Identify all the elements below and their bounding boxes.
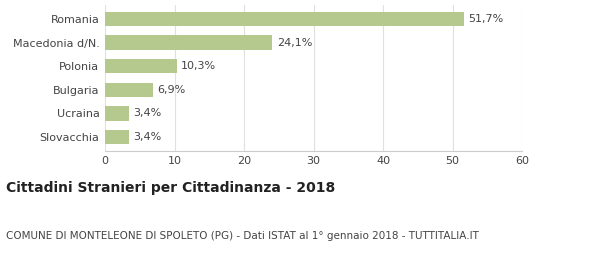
Bar — [105, 106, 128, 121]
Bar — [105, 130, 128, 144]
Bar — [105, 35, 272, 50]
Text: 10,3%: 10,3% — [181, 61, 216, 71]
Text: COMUNE DI MONTELEONE DI SPOLETO (PG) - Dati ISTAT al 1° gennaio 2018 - TUTTITALI: COMUNE DI MONTELEONE DI SPOLETO (PG) - D… — [6, 231, 479, 241]
Bar — [105, 12, 464, 26]
Text: 6,9%: 6,9% — [157, 85, 185, 95]
Text: 24,1%: 24,1% — [277, 37, 312, 48]
Text: 3,4%: 3,4% — [133, 108, 161, 119]
Text: 51,7%: 51,7% — [469, 14, 504, 24]
Text: 3,4%: 3,4% — [133, 132, 161, 142]
Text: Cittadini Stranieri per Cittadinanza - 2018: Cittadini Stranieri per Cittadinanza - 2… — [6, 181, 335, 196]
Bar — [105, 59, 176, 73]
Bar — [105, 83, 153, 97]
